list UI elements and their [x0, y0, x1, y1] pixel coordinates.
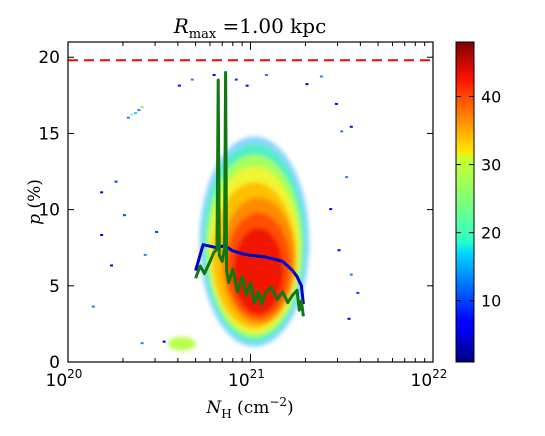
sparse-pixel: [319, 75, 323, 78]
sparse-pixel: [122, 214, 126, 217]
x-axis-unit-exponent: −2: [269, 395, 287, 409]
sparse-pixel: [245, 84, 249, 87]
x-tick-label: 1022: [411, 367, 448, 391]
y-tick-label: 10: [38, 201, 60, 221]
chart-title: Rmax =1.00 kpc: [173, 14, 327, 42]
sparse-pixel: [155, 230, 159, 233]
density-contour: [167, 336, 196, 351]
y-tick-label: 20: [38, 48, 60, 68]
title-value: =1.00 kpc: [216, 14, 326, 38]
colorbar: 10 20 30 40: [455, 41, 501, 363]
density-blob: [167, 136, 310, 351]
y-axis-unit: (%): [25, 179, 45, 214]
title-subscript: max: [189, 27, 217, 42]
x-axis-subscript: H: [221, 407, 231, 421]
x-axis-label: NH (cm−2): [205, 395, 293, 421]
sparse-pixel: [140, 342, 144, 345]
colorbar-tick-label: 40: [481, 87, 501, 106]
y-axis-symbol: p: [25, 214, 45, 225]
sparse-pixel: [114, 180, 118, 183]
colorbar-tick-label: 10: [481, 292, 501, 311]
y-tick-label: 5: [49, 277, 60, 297]
sparse-pixel: [329, 208, 333, 211]
sparse-pixel: [349, 125, 353, 128]
sparse-pixel: [162, 340, 166, 343]
sparse-pixel: [110, 264, 114, 267]
colorbar-gradient: [455, 41, 475, 363]
density-contour: [233, 227, 284, 315]
sparse-pixel: [140, 106, 144, 108]
colorbar-tick-label: 20: [481, 224, 501, 243]
y-tick-label: 15: [38, 124, 60, 144]
sparse-pixel: [305, 83, 309, 86]
title-symbol: R: [173, 14, 189, 38]
sparse-pixel: [345, 176, 349, 179]
sparse-pixel: [347, 317, 351, 320]
y-tick-label: 0: [49, 353, 60, 373]
sparse-pixels: [91, 74, 360, 345]
sparse-pixel: [137, 109, 141, 112]
y-axis-label: p (%): [25, 179, 45, 225]
x-tick-label: 1021: [228, 367, 265, 391]
x-axis-unit: (cm: [232, 398, 270, 418]
sparse-pixel: [356, 291, 360, 294]
sparse-pixel: [100, 191, 104, 194]
x-axis-unit-close: ): [287, 398, 294, 418]
colorbar-ticks: 10 20 30 40: [456, 87, 501, 311]
colorbar-tick-label: 30: [481, 156, 501, 175]
series-layer: [194, 71, 305, 317]
sparse-pixel: [177, 84, 181, 87]
sparse-pixel: [130, 113, 134, 116]
sparse-pixel: [340, 130, 344, 133]
series-line-green: [194, 71, 305, 317]
x-axis-symbol: N: [205, 398, 222, 418]
axis-ticks: 0 5 10 15 20 1020 1021 1022: [38, 42, 447, 391]
x-tick-label: 1020: [46, 367, 83, 391]
sparse-pixel: [349, 273, 353, 276]
sparse-pixel: [334, 102, 338, 105]
sparse-pixel: [100, 234, 104, 236]
sparse-pixel: [212, 74, 216, 76]
sparse-pixel: [126, 116, 130, 119]
sparse-pixel: [134, 112, 138, 115]
sparse-pixel: [234, 78, 238, 81]
density-heatmap: [91, 74, 360, 351]
sparse-pixel: [264, 74, 268, 76]
sparse-pixel: [143, 253, 147, 256]
sparse-pixel: [190, 78, 194, 81]
sparse-pixel: [337, 249, 341, 252]
sparse-pixel: [91, 305, 95, 308]
